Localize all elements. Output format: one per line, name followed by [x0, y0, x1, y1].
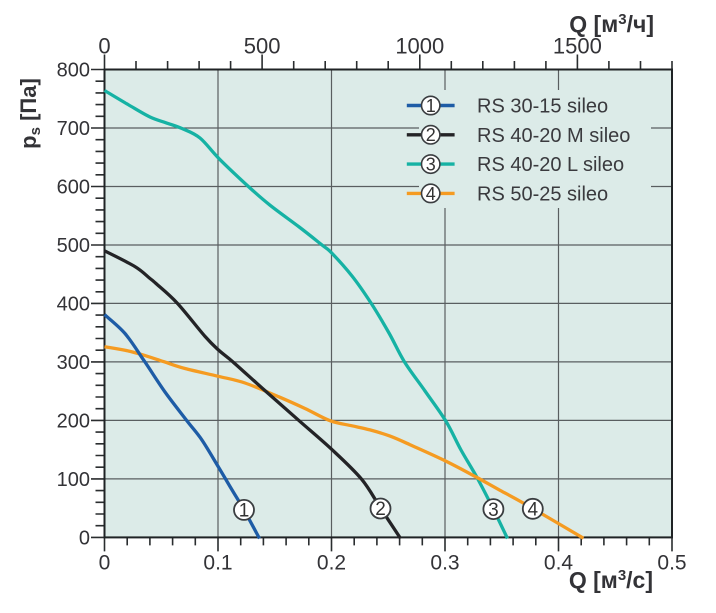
svg-text:100: 100	[57, 469, 90, 491]
svg-text:3: 3	[426, 155, 436, 175]
svg-text:200: 200	[57, 410, 90, 432]
svg-text:Q [м3/ч]: Q [м3/ч]	[569, 11, 654, 37]
svg-text:1500: 1500	[553, 34, 602, 59]
svg-text:1: 1	[239, 501, 250, 522]
svg-text:1: 1	[426, 96, 436, 116]
svg-text:300: 300	[57, 352, 90, 374]
svg-text:700: 700	[57, 118, 90, 140]
svg-text:500: 500	[57, 235, 90, 257]
svg-text:2: 2	[375, 499, 386, 520]
svg-text:400: 400	[57, 293, 90, 315]
svg-text:4: 4	[528, 500, 539, 521]
svg-text:Q [м3/с]: Q [м3/с]	[569, 567, 653, 593]
svg-text:0: 0	[79, 527, 90, 549]
svg-text:RS 30-15 sileo: RS 30-15 sileo	[477, 96, 608, 118]
svg-text:0.1: 0.1	[203, 552, 232, 575]
svg-text:800: 800	[57, 60, 90, 82]
svg-text:500: 500	[244, 34, 281, 59]
svg-text:0.2: 0.2	[317, 552, 346, 575]
svg-text:2: 2	[426, 125, 436, 145]
svg-text:RS 40-20 L sileo: RS 40-20 L sileo	[477, 154, 624, 176]
svg-text:RS 50-25 sileo: RS 50-25 sileo	[477, 183, 608, 205]
svg-text:0.5: 0.5	[657, 552, 686, 575]
svg-text:0.4: 0.4	[544, 552, 574, 575]
svg-text:ps [Па]: ps [Па]	[16, 78, 44, 149]
svg-text:600: 600	[57, 177, 90, 199]
svg-text:0: 0	[98, 34, 110, 59]
svg-text:RS 40-20 M sileo: RS 40-20 M sileo	[477, 125, 630, 147]
svg-text:1000: 1000	[395, 34, 444, 59]
svg-text:4: 4	[426, 184, 436, 204]
svg-text:3: 3	[488, 500, 499, 521]
svg-text:0.3: 0.3	[430, 552, 459, 575]
svg-text:0: 0	[99, 552, 111, 575]
